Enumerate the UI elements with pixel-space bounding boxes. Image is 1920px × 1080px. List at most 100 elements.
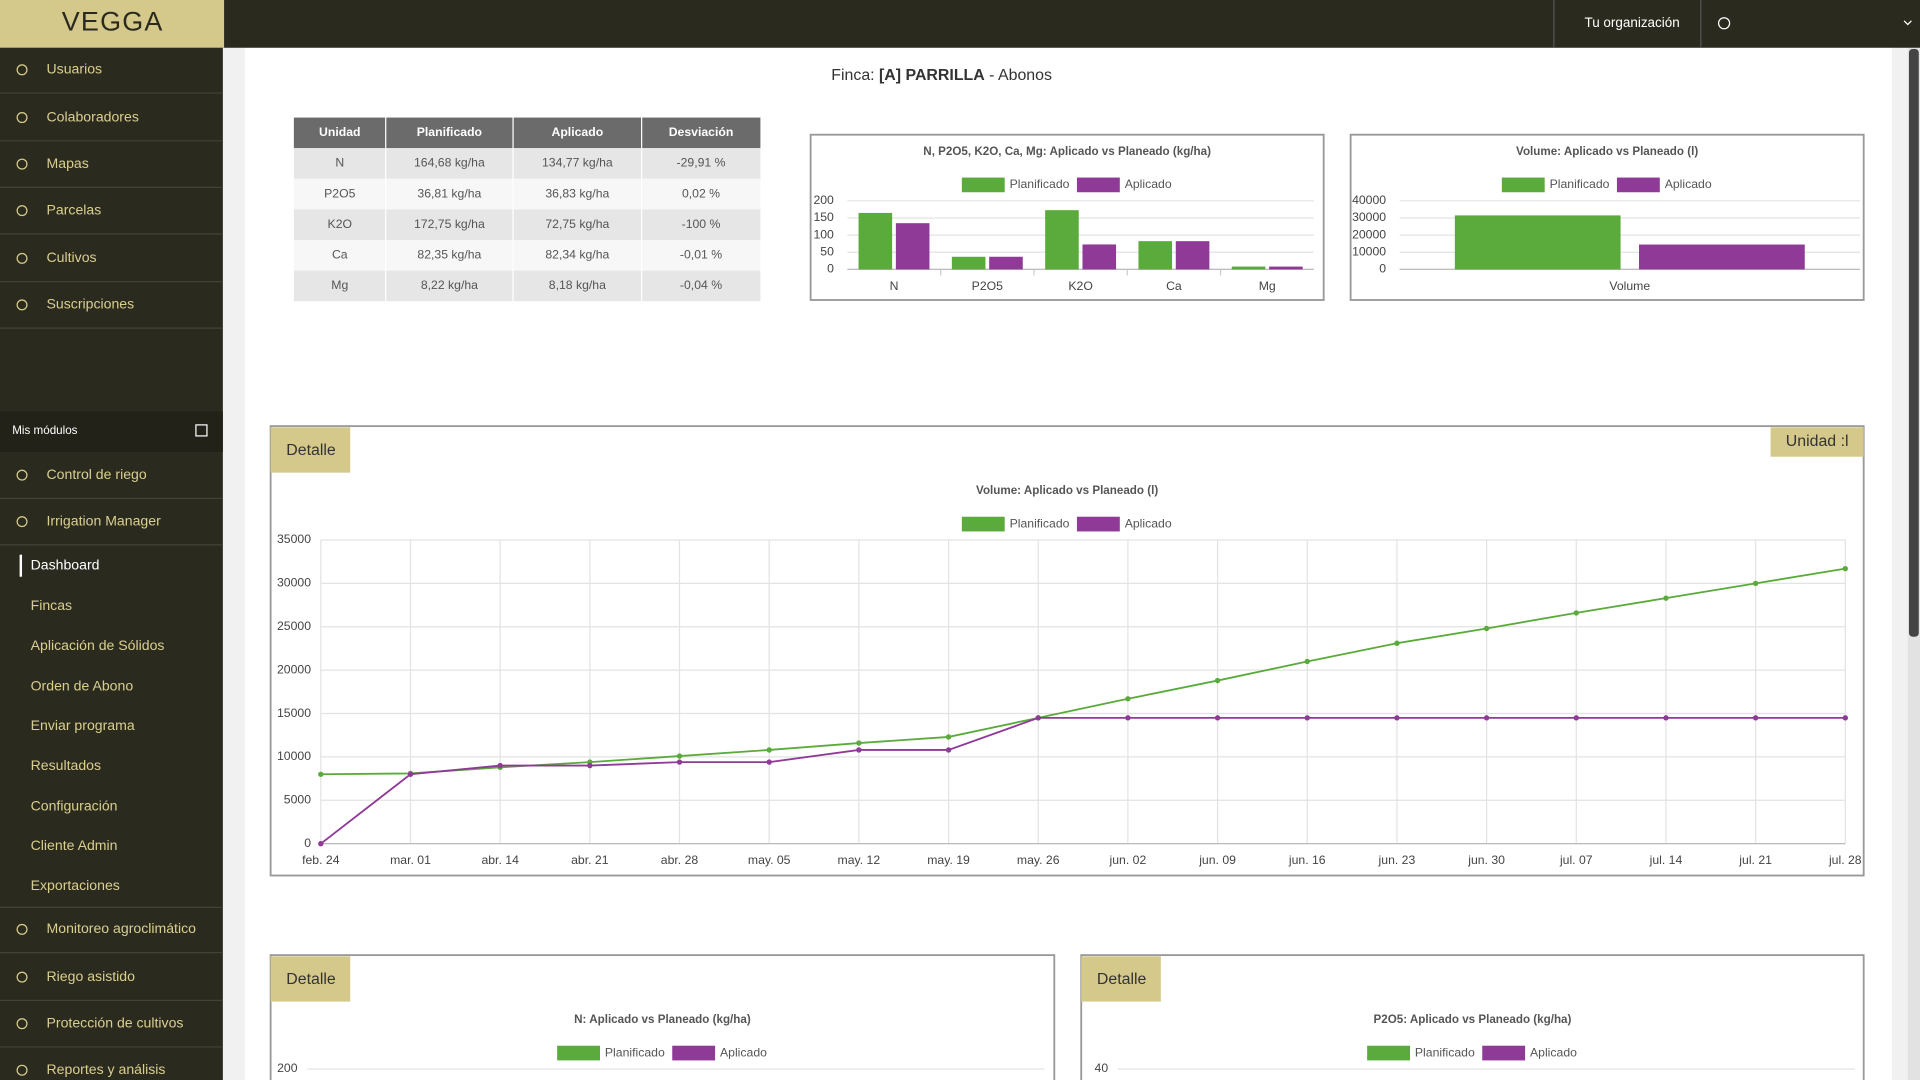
data-point [766, 747, 772, 753]
y-tick-label: 5000 [284, 793, 311, 807]
x-tick-label: Mg [1259, 279, 1276, 293]
title-part: [A] PARRILLA [875, 67, 986, 84]
legend-label: Aplicado [1125, 177, 1172, 191]
title-part: - Abonos [985, 67, 1052, 84]
chart-title: Volume: Aplicado vs Planeado (l) [1516, 145, 1698, 158]
bar [1269, 266, 1303, 270]
data-point [497, 762, 503, 769]
menu-item[interactable]: Suscripciones [47, 296, 135, 312]
menu-icon [16, 1018, 28, 1030]
chart-title: P2O5: Aplicado vs Planeado (kg/ha) [1373, 1013, 1571, 1026]
submenu-item[interactable]: Aplicación de Sólidos [31, 637, 165, 653]
data-point [1304, 715, 1310, 721]
menu-item[interactable]: Control de riego [47, 466, 147, 482]
menu-item[interactable]: Parcelas [47, 201, 102, 217]
legend-label: Planificado [1010, 177, 1070, 191]
menu-item[interactable]: Reportes y análisis [47, 1061, 166, 1077]
submenu-item[interactable]: Resultados [31, 757, 101, 773]
x-tick-label: jun. 16 [1288, 853, 1326, 867]
x-tick-label: jul. 14 [1649, 853, 1683, 867]
y-tick-label: 20000 [1352, 227, 1386, 241]
detail-label: Detalle [286, 971, 336, 988]
dropdown-icon[interactable] [1903, 20, 1912, 26]
page-title: Finca: [A] PARRILLA - Abonos [831, 67, 1052, 84]
bar [1045, 210, 1079, 270]
y-tick-label: 0 [827, 262, 834, 276]
series-line [320, 716, 1846, 845]
table-cell: Mg [331, 278, 348, 292]
table-cell: 164,68 kg/ha [414, 156, 485, 170]
data-point [1035, 715, 1041, 721]
table-cell: 134,77 kg/ha [542, 156, 613, 170]
legend-label: Planificado [1550, 177, 1610, 191]
legend-label: Planificado [1010, 516, 1070, 530]
menu-item[interactable]: Riego asistido [47, 968, 136, 984]
legend-label: Planificado [605, 1045, 665, 1059]
menu-icon [16, 158, 28, 170]
menu-icon [16, 205, 28, 217]
table-cell: 82,35 kg/ha [417, 248, 481, 262]
user-icon[interactable] [1717, 17, 1731, 30]
menu-item[interactable]: Protección de cultivos [47, 1014, 184, 1030]
submenu-item[interactable]: Dashboard [31, 556, 100, 572]
legend-swatch [961, 516, 1005, 532]
legend-swatch [1076, 516, 1120, 532]
org-button[interactable]: Tu organización [1584, 15, 1679, 30]
x-tick-label: jul. 07 [1559, 853, 1593, 867]
data-point [1752, 580, 1759, 587]
submenu-item[interactable]: Enviar programa [31, 717, 135, 733]
table-cell: 172,75 kg/ha [414, 217, 485, 231]
x-tick-label: feb. 24 [302, 853, 340, 867]
menu-item[interactable]: Monitoreo agroclimático [47, 920, 197, 936]
modules-grid-icon[interactable] [195, 424, 208, 437]
legend-swatch [961, 177, 1005, 193]
bar [1175, 241, 1210, 270]
bar [1639, 244, 1805, 270]
table-cell: -0,01 % [680, 248, 722, 262]
bar [1138, 241, 1173, 270]
x-tick-label: abr. 28 [661, 853, 699, 867]
table-header-cell: Unidad [319, 125, 360, 139]
menu-item[interactable]: Irrigation Manager [47, 512, 162, 528]
y-tick-label: 30000 [1352, 210, 1386, 224]
y-tick-label: 40 [1095, 1061, 1109, 1075]
menu-icon [16, 516, 28, 528]
bar [895, 223, 930, 270]
table-row [293, 209, 761, 240]
legend-label: Aplicado [720, 1045, 767, 1059]
table-header [293, 117, 761, 149]
data-point [1842, 565, 1849, 572]
menu-item[interactable]: Cultivos [47, 249, 97, 265]
menu-icon [16, 64, 28, 76]
submenu-item[interactable]: Fincas [31, 597, 72, 613]
y-tick-label: 10000 [277, 749, 311, 763]
data-point [1394, 715, 1400, 721]
y-tick-label: 40000 [1352, 193, 1386, 207]
data-point [676, 753, 683, 759]
submenu-item[interactable]: Cliente Admin [31, 837, 118, 853]
legend-swatch [1616, 177, 1660, 193]
detail-badge [270, 956, 351, 1002]
x-tick-label: P2O5 [972, 279, 1003, 293]
x-tick-label: may. 26 [1017, 853, 1060, 867]
y-tick-label: 150 [813, 210, 834, 224]
submenu-item[interactable]: Orden de Abono [31, 678, 134, 694]
x-tick-label: abr. 21 [571, 853, 609, 867]
menu-item[interactable]: Mapas [47, 155, 89, 171]
menu-item[interactable]: Colaboradores [47, 108, 139, 124]
y-tick-label: 25000 [277, 619, 311, 633]
data-point [856, 740, 862, 746]
x-tick-label: jun. 09 [1198, 853, 1236, 867]
menu-icon [16, 299, 28, 311]
detail-panel [1080, 954, 1865, 1080]
legend-label: Aplicado [1665, 177, 1712, 191]
y-tick-label: 200 [813, 193, 834, 207]
legend-swatch [1367, 1045, 1410, 1061]
detail-panel [269, 954, 1056, 1080]
submenu-item[interactable]: Exportaciones [31, 877, 120, 893]
table-cell: 8,18 kg/ha [549, 278, 606, 292]
menu-item[interactable]: Usuarios [47, 61, 103, 77]
submenu-item[interactable]: Configuración [31, 798, 118, 814]
table-header-cell: Planificado [417, 125, 482, 139]
